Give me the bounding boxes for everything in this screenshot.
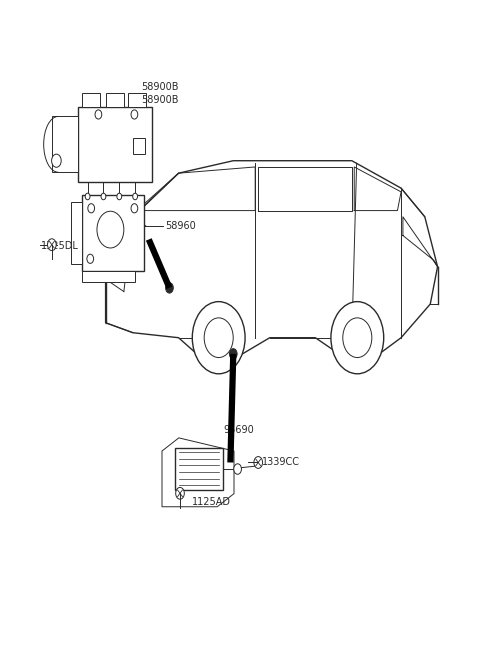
Bar: [128, 93, 146, 106]
Circle shape: [117, 193, 122, 199]
Text: 1125DL: 1125DL: [41, 241, 79, 251]
Circle shape: [97, 211, 124, 248]
Text: 58900B: 58900B: [142, 95, 179, 106]
Circle shape: [204, 318, 233, 358]
Circle shape: [229, 349, 237, 359]
Circle shape: [87, 254, 94, 263]
Polygon shape: [162, 438, 234, 506]
Text: 1125AD: 1125AD: [192, 497, 231, 507]
Bar: [106, 93, 124, 106]
Circle shape: [48, 239, 56, 251]
Circle shape: [176, 487, 184, 499]
Circle shape: [166, 283, 173, 293]
Circle shape: [234, 464, 241, 474]
Circle shape: [88, 203, 95, 213]
Bar: [82, 270, 134, 282]
Bar: [133, 138, 145, 154]
Text: 58960: 58960: [166, 221, 196, 232]
Circle shape: [132, 193, 137, 199]
Circle shape: [331, 302, 384, 374]
Bar: [51, 117, 78, 172]
Bar: [82, 195, 144, 270]
Circle shape: [343, 318, 372, 358]
Circle shape: [85, 193, 90, 199]
Text: 1339CC: 1339CC: [262, 457, 300, 468]
Circle shape: [192, 302, 245, 374]
Circle shape: [131, 110, 138, 119]
Text: 58900B: 58900B: [142, 81, 179, 92]
Bar: [78, 106, 152, 182]
Bar: [175, 448, 223, 491]
Bar: [71, 201, 82, 264]
Text: 95690: 95690: [223, 424, 254, 435]
Circle shape: [51, 154, 61, 167]
Circle shape: [131, 203, 138, 213]
Circle shape: [95, 110, 102, 119]
Circle shape: [101, 193, 106, 199]
Bar: [82, 93, 100, 106]
Circle shape: [254, 457, 263, 468]
